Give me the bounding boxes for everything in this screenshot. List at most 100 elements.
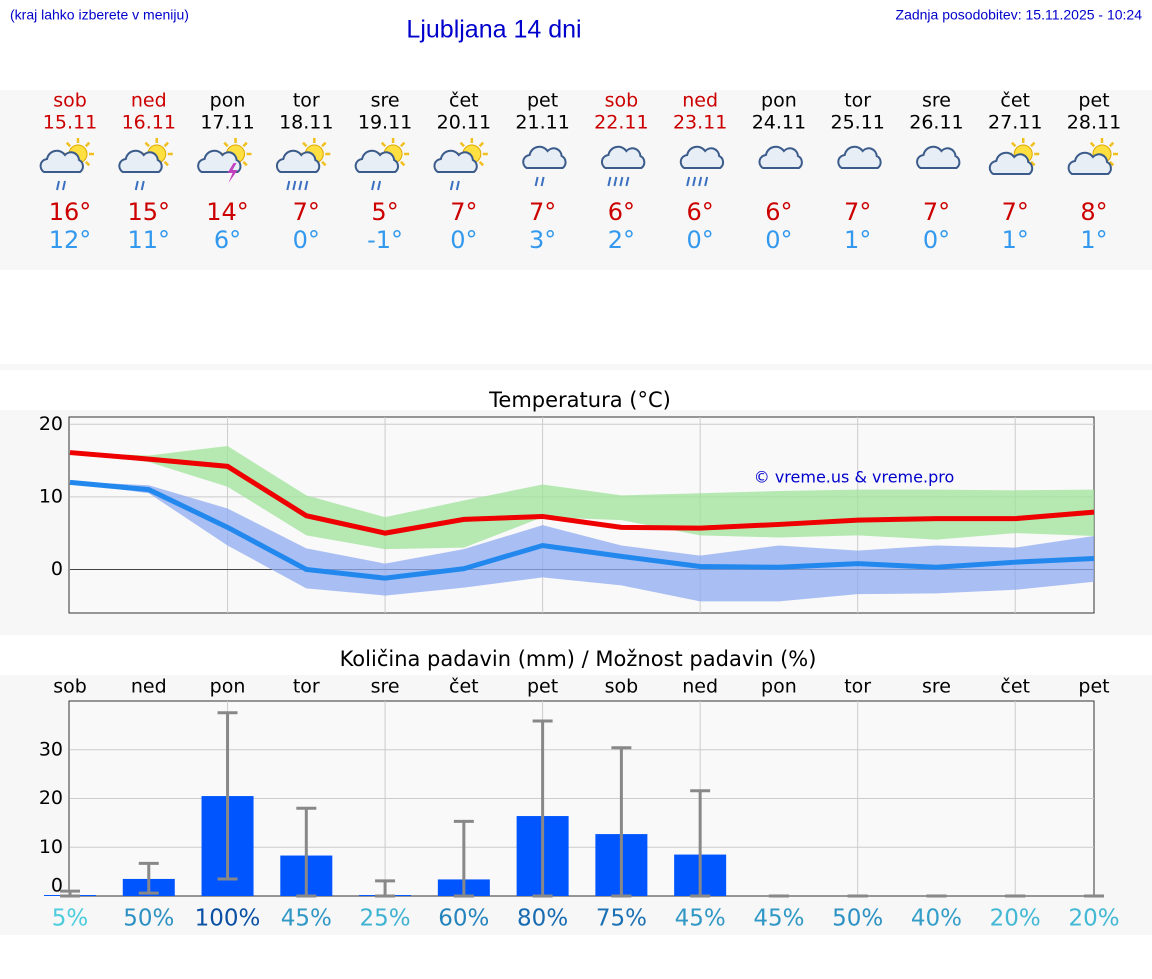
cloud — [39, 149, 84, 173]
update-time: Zadnja posodobitev: 15.11.2025 - 10:24 — [896, 7, 1143, 23]
min-temp: 0° — [765, 226, 792, 254]
days-band — [0, 90, 1152, 270]
cloud — [837, 145, 882, 169]
y-tick-label: 10 — [39, 836, 63, 858]
min-temp: 12° — [49, 226, 92, 254]
rain-drop — [292, 180, 297, 191]
x-tick-label: pet — [527, 676, 558, 698]
menu-note: (kraj lahko izberete v meniju) — [10, 7, 189, 23]
weekday: čet — [449, 90, 479, 112]
rain-drop — [540, 176, 545, 187]
date: 20.11 — [437, 112, 491, 134]
weather-icon — [1067, 138, 1118, 175]
x-tick-label: ned — [131, 676, 167, 698]
y-tick-label: 0 — [51, 558, 63, 580]
max-temp: 7° — [923, 198, 950, 226]
probability-label: 25% — [360, 906, 411, 932]
error-bar — [138, 861, 159, 895]
weekday: sre — [371, 90, 400, 112]
date: 17.11 — [200, 112, 254, 134]
weekday: tor — [293, 90, 320, 112]
temp-line — [69, 479, 1095, 581]
y-tick-label: 10 — [39, 485, 63, 507]
sun-ray — [302, 141, 308, 148]
weekday: sre — [922, 90, 951, 112]
min-temp: 3° — [529, 226, 556, 254]
sun-ray — [223, 141, 229, 148]
date: 27.11 — [988, 112, 1042, 134]
date: 21.11 — [515, 112, 569, 134]
weather-icon — [679, 145, 725, 187]
rain-drop — [62, 180, 66, 191]
rain-drop — [134, 180, 139, 191]
date: 26.11 — [909, 112, 963, 134]
probability-label: 60% — [438, 906, 489, 932]
probability-label: 50% — [123, 906, 174, 932]
probability-label: 40% — [911, 906, 962, 932]
weekday: čet — [1000, 90, 1030, 112]
cloud — [988, 151, 1034, 175]
weekday: pet — [527, 90, 558, 112]
cloud — [679, 145, 725, 169]
rain-drop — [140, 180, 145, 191]
probability-label: 100% — [195, 906, 261, 932]
bolt — [227, 163, 238, 183]
weekday: ned — [131, 90, 167, 112]
max-temp: 7° — [293, 198, 320, 226]
cloud — [1067, 151, 1112, 175]
probability-label: 75% — [596, 906, 647, 932]
y-tick-label: 30 — [39, 738, 63, 760]
probability-label: 45% — [753, 906, 804, 932]
date: 18.11 — [279, 112, 333, 134]
date: 25.11 — [830, 112, 884, 134]
rain-drop — [625, 176, 630, 187]
cloud — [118, 149, 163, 173]
sun-ray — [1030, 141, 1036, 148]
probability-label: 45% — [675, 906, 726, 932]
sun-ray — [84, 160, 91, 167]
rain-drop — [686, 176, 691, 187]
x-tick-label: tor — [293, 676, 320, 698]
error-bar — [217, 711, 238, 881]
x-tick-label: ned — [682, 676, 718, 698]
rain-drop — [613, 176, 618, 187]
x-tick-label: pon — [210, 676, 246, 698]
rain-drop — [298, 180, 303, 191]
weather-icon — [758, 145, 803, 169]
sun-ray — [84, 141, 91, 148]
max-temp: 7° — [529, 198, 556, 226]
max-temp: 6° — [687, 198, 714, 226]
error-bar — [532, 719, 553, 898]
max-temp: 14° — [206, 198, 249, 226]
rain-drop — [371, 180, 376, 191]
rain-drop — [304, 180, 309, 191]
min-temp: 1° — [844, 226, 871, 254]
x-tick-label: sre — [922, 676, 951, 698]
date: 16.11 — [122, 112, 176, 134]
weather-icon — [522, 145, 567, 187]
probability-label: 80% — [517, 906, 568, 932]
cloud — [758, 145, 803, 169]
sun-ray — [1011, 141, 1017, 148]
weather-icon — [600, 145, 646, 187]
error-bar — [611, 746, 632, 898]
max-temp: 16° — [49, 198, 92, 226]
sun-ray — [478, 160, 485, 167]
probability-label: 50% — [832, 906, 883, 932]
cloud — [354, 149, 400, 173]
y-tick-label: 20 — [39, 413, 63, 435]
weather-icon — [118, 138, 173, 191]
error-bar — [375, 879, 396, 898]
min-temp: 2° — [608, 226, 635, 254]
sun-ray — [321, 141, 327, 148]
min-temp: 1° — [1080, 226, 1107, 254]
cloud — [522, 145, 567, 169]
sun-ray — [399, 141, 406, 148]
weather-icon — [39, 138, 94, 191]
weekday: pon — [210, 90, 246, 112]
max-temp: 5° — [371, 198, 398, 226]
sun-ray — [163, 141, 169, 148]
weather-icon — [837, 145, 882, 169]
max-temp: 6° — [608, 198, 635, 226]
